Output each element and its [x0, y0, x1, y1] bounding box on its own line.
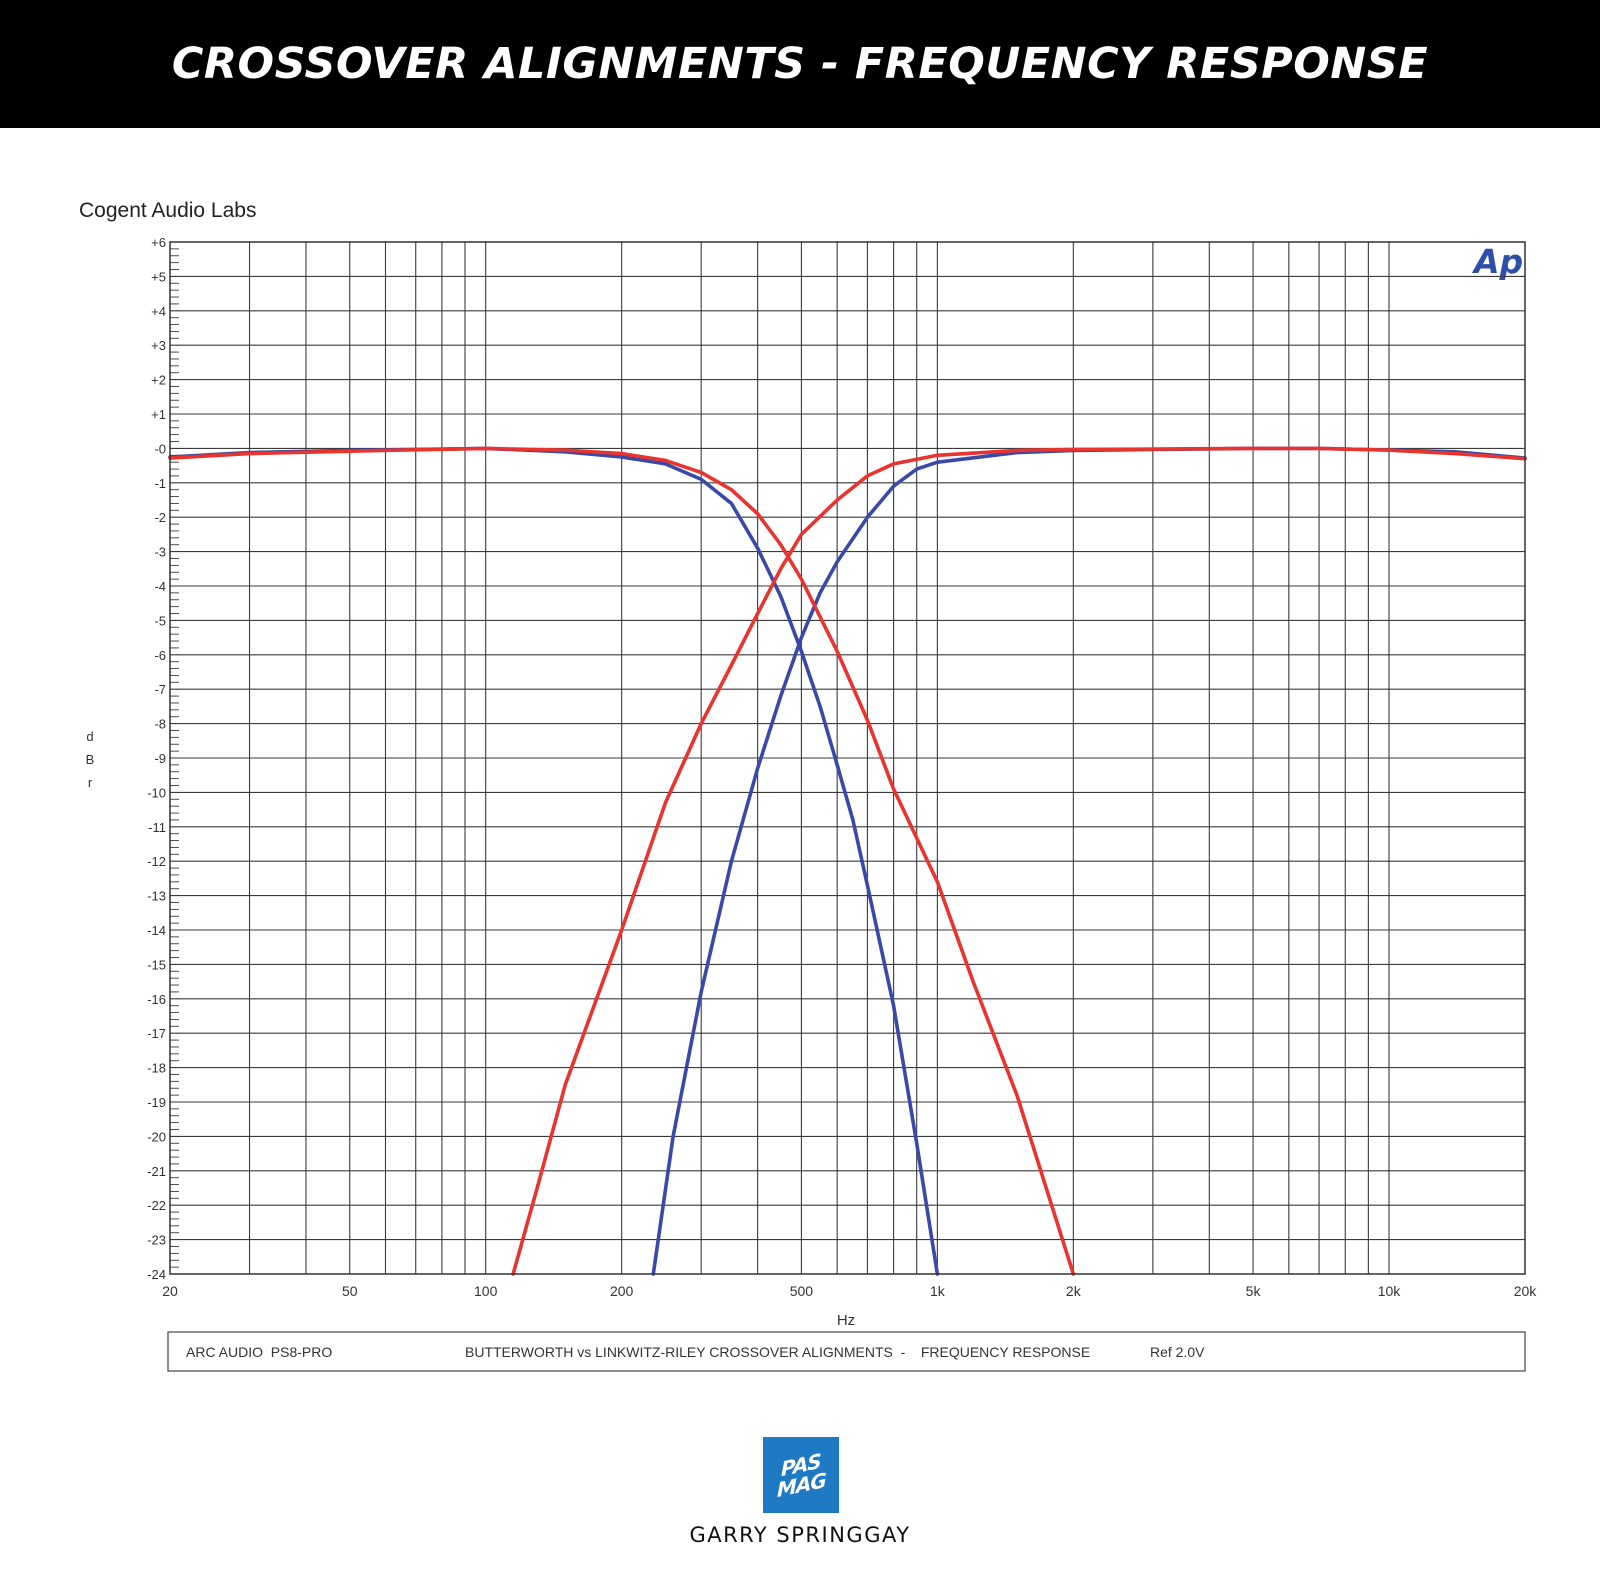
footer-device: ARC AUDIO PS8-PRO — [186, 1344, 332, 1360]
y-tick-label: -20 — [147, 1129, 166, 1144]
y-tick-label: -5 — [154, 613, 166, 628]
x-tick-label: 10k — [1378, 1283, 1402, 1299]
series-group — [168, 446, 1527, 1276]
y-tick-label: +3 — [151, 338, 166, 353]
y-tick-label: -0 — [154, 441, 166, 456]
x-tick-label: 50 — [342, 1283, 358, 1299]
x-tick-label: 20 — [162, 1283, 178, 1299]
y-axis-label-r: r — [88, 775, 93, 790]
y-axis-ticks: +6 +5 +4 +3 +2 +1 -0 -1 -2 -3 -4 -5 -6 -7 -8 -9 -10 -11 -1… — [147, 235, 179, 1282]
ap-logo: Ap — [1471, 242, 1523, 281]
x-axis-label: Hz — [837, 1312, 855, 1329]
y-tick-label: -15 — [147, 957, 166, 972]
series-line-4 — [511, 446, 1527, 1276]
y-tick-label: -4 — [154, 579, 166, 594]
y-tick-label: -23 — [147, 1233, 166, 1248]
x-tick-label: 20k — [1514, 1283, 1538, 1299]
y-tick-label: -12 — [147, 854, 166, 869]
lab-name: Cogent Audio Labs — [79, 199, 256, 222]
page-title: CROSSOVER ALIGNMENTS - FREQUENCY RESPONS… — [171, 39, 1429, 89]
footer-box — [167, 1331, 1526, 1372]
plot-frame — [169, 241, 1526, 1275]
y-tick-label: -6 — [154, 648, 166, 663]
x-tick-label: 200 — [610, 1283, 634, 1299]
y-tick-label: -18 — [147, 1061, 166, 1076]
y-tick-label: -24 — [147, 1267, 166, 1282]
x-tick-label: 2k — [1066, 1283, 1082, 1299]
pasmag-logo: PAS MAG — [763, 1437, 839, 1513]
y-tick-label: -2 — [154, 510, 166, 525]
author-credit: GARRY SPRINGGAY — [689, 1523, 911, 1547]
x-tick-label: 500 — [790, 1283, 814, 1299]
x-tick-label: 5k — [1246, 1283, 1262, 1299]
y-tick-label: -8 — [154, 717, 166, 732]
y-tick-label: +5 — [151, 269, 166, 284]
frequency-response-chart: Cogent Audio Labs Ap +6 +5 +4 +3 +2 +1 -0 -1 -2 -… — [79, 199, 1537, 1372]
x-tick-label: 1k — [930, 1283, 946, 1299]
title-banner: CROSSOVER ALIGNMENTS - FREQUENCY RESPONS… — [0, 0, 1600, 128]
y-tick-label: -1 — [154, 476, 166, 491]
y-tick-label: +4 — [151, 304, 166, 319]
y-tick-label: -11 — [148, 820, 166, 835]
y-tick-label: -3 — [154, 545, 166, 560]
y-axis-label-b: B — [86, 752, 95, 767]
y-axis-label-d: d — [86, 729, 93, 744]
footer-reference: Ref 2.0V — [1150, 1344, 1205, 1360]
y-tick-label: -16 — [147, 992, 166, 1007]
y-tick-label: +1 — [151, 407, 166, 422]
y-tick-label: -22 — [147, 1198, 166, 1213]
y-tick-label: -13 — [147, 889, 166, 904]
y-tick-label: -19 — [147, 1095, 166, 1110]
x-tick-label: 100 — [474, 1283, 498, 1299]
y-tick-label: -14 — [147, 923, 166, 938]
y-tick-label: -10 — [147, 785, 166, 800]
y-tick-label: +6 — [151, 235, 166, 250]
x-axis-ticks: 20 50 100 200 500 1k 2k 5k 10k 20k — [162, 1283, 1537, 1299]
y-tick-label: -7 — [154, 682, 166, 697]
y-tick-label: -9 — [154, 751, 166, 766]
y-tick-label: -17 — [147, 1026, 166, 1041]
plot-grid — [170, 242, 1525, 1274]
series-line-3 — [168, 446, 1076, 1276]
footer-description: BUTTERWORTH vs LINKWITZ-RILEY CROSSOVER … — [465, 1344, 1090, 1360]
y-tick-label: -21 — [147, 1164, 166, 1179]
y-tick-label: +2 — [151, 373, 166, 388]
